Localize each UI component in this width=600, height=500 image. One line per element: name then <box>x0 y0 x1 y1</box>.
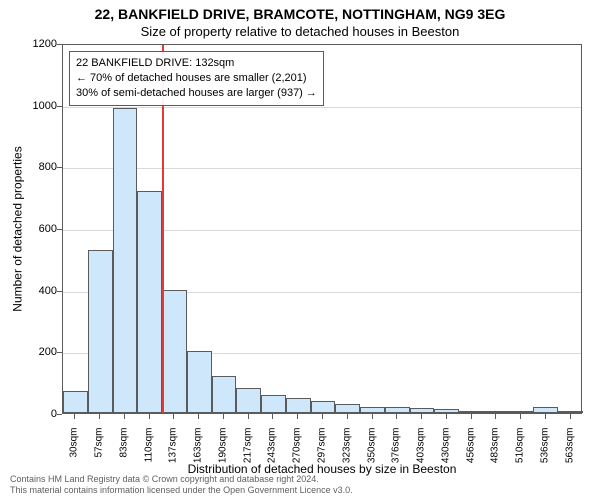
y-tick-mark <box>57 414 62 415</box>
gridline <box>63 168 581 169</box>
y-tick-label: 0 <box>27 408 57 420</box>
x-tick-label: 563sqm <box>564 428 575 478</box>
x-tick-label: 110sqm <box>143 428 154 478</box>
histogram-bar <box>137 191 162 413</box>
histogram-bar <box>236 388 261 413</box>
x-tick-mark <box>99 414 100 419</box>
x-tick-label: 403sqm <box>416 428 427 478</box>
x-tick-mark <box>347 414 348 419</box>
x-tick-label: 57sqm <box>94 428 105 478</box>
x-tick-mark <box>74 414 75 419</box>
x-tick-label: 163sqm <box>193 428 204 478</box>
y-tick-label: 1000 <box>27 100 57 112</box>
x-tick-mark <box>272 414 273 419</box>
x-tick-label: 483sqm <box>490 428 501 478</box>
x-tick-label: 510sqm <box>515 428 526 478</box>
x-tick-mark <box>173 414 174 419</box>
x-tick-label: 30sqm <box>69 428 80 478</box>
x-tick-label: 243sqm <box>267 428 278 478</box>
histogram-bar <box>360 407 385 413</box>
plot-area: 22 BANKFIELD DRIVE: 132sqm ← 70% of deta… <box>62 44 582 414</box>
y-tick-label: 200 <box>27 346 57 358</box>
x-tick-mark <box>372 414 373 419</box>
histogram-bar <box>459 411 484 413</box>
x-tick-label: 430sqm <box>440 428 451 478</box>
y-tick-mark <box>57 291 62 292</box>
y-tick-mark <box>57 44 62 45</box>
histogram-bar <box>212 376 237 413</box>
x-tick-mark <box>570 414 571 419</box>
x-tick-label: 137sqm <box>168 428 179 478</box>
x-tick-label: 376sqm <box>391 428 402 478</box>
x-tick-mark <box>446 414 447 419</box>
x-tick-label: 297sqm <box>317 428 328 478</box>
annotation-box: 22 BANKFIELD DRIVE: 132sqm ← 70% of deta… <box>69 51 324 106</box>
x-tick-mark <box>396 414 397 419</box>
y-tick-mark <box>57 352 62 353</box>
x-tick-label: 536sqm <box>539 428 550 478</box>
histogram-bar <box>311 401 336 413</box>
x-tick-mark <box>322 414 323 419</box>
x-tick-mark <box>223 414 224 419</box>
x-tick-mark <box>149 414 150 419</box>
x-tick-mark <box>520 414 521 419</box>
histogram-bar <box>410 408 435 413</box>
histogram-bar <box>286 398 311 413</box>
title-line-2: Size of property relative to detached ho… <box>0 24 600 39</box>
y-tick-mark <box>57 229 62 230</box>
histogram-bar <box>385 407 410 413</box>
x-tick-mark <box>495 414 496 419</box>
histogram-bar <box>63 391 88 413</box>
chart-container: 22, BANKFIELD DRIVE, BRAMCOTE, NOTTINGHA… <box>0 0 600 500</box>
histogram-bar <box>187 351 212 413</box>
x-tick-mark <box>421 414 422 419</box>
histogram-bar <box>434 409 459 413</box>
y-tick-label: 800 <box>27 161 57 173</box>
x-tick-mark <box>198 414 199 419</box>
footer-attribution: Contains HM Land Registry data © Crown c… <box>10 474 353 496</box>
histogram-bar <box>162 290 187 413</box>
x-tick-mark <box>297 414 298 419</box>
annotation-line-2: ← 70% of detached houses are smaller (2,… <box>76 71 317 86</box>
histogram-bar <box>533 407 558 413</box>
y-tick-label: 600 <box>27 223 57 235</box>
y-axis-label: Number of detached properties <box>12 44 24 414</box>
gridline <box>63 107 581 108</box>
y-tick-label: 400 <box>27 285 57 297</box>
y-tick-label: 1200 <box>27 38 57 50</box>
histogram-bar <box>509 411 534 413</box>
x-tick-label: 217sqm <box>242 428 253 478</box>
title-line-1: 22, BANKFIELD DRIVE, BRAMCOTE, NOTTINGHA… <box>0 6 600 22</box>
x-tick-mark <box>248 414 249 419</box>
y-tick-mark <box>57 106 62 107</box>
x-tick-mark <box>471 414 472 419</box>
x-tick-label: 323sqm <box>341 428 352 478</box>
histogram-bar <box>261 395 286 414</box>
histogram-bar <box>88 250 113 413</box>
histogram-bar <box>335 404 360 413</box>
footer-line-2: This material contains information licen… <box>10 485 353 496</box>
x-tick-label: 456sqm <box>465 428 476 478</box>
annotation-line-3: 30% of semi-detached houses are larger (… <box>76 86 317 101</box>
x-tick-label: 270sqm <box>292 428 303 478</box>
histogram-bar <box>113 108 138 413</box>
x-tick-label: 83sqm <box>118 428 129 478</box>
annotation-line-1: 22 BANKFIELD DRIVE: 132sqm <box>76 56 317 71</box>
x-tick-label: 350sqm <box>366 428 377 478</box>
y-tick-mark <box>57 167 62 168</box>
x-tick-mark <box>545 414 546 419</box>
x-tick-label: 190sqm <box>217 428 228 478</box>
x-tick-mark <box>124 414 125 419</box>
histogram-bar <box>558 411 583 413</box>
histogram-bar <box>484 411 509 413</box>
